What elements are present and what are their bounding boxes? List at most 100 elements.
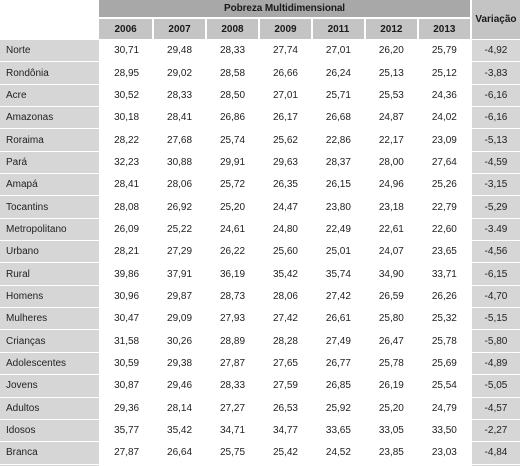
value-cell: 28,14 — [152, 396, 206, 419]
value-cell: 37,91 — [152, 262, 206, 285]
value-cell: 28,41 — [99, 173, 153, 196]
row-label: Metropolitano — [0, 217, 100, 241]
value-cell: 25,60 — [257, 240, 311, 263]
value-cell: 27,49 — [310, 329, 364, 352]
variation-cell: -4,57 — [469, 396, 520, 419]
value-cell: 26,20 — [363, 39, 417, 62]
value-cell: 33,05 — [363, 418, 417, 442]
value-cell: 30,43 — [152, 463, 206, 466]
value-cell: 22,86 — [310, 128, 364, 151]
value-cell: 30,71 — [99, 39, 153, 62]
table-row: Idosos 35,77 35,42 34,71 34,77 33,65 33,05 33,5… — [0, 418, 520, 442]
table-row: Rondônia 28,95 29,02 28,58 26,66 26,24 25,13 25… — [0, 61, 520, 84]
table-row: Homens 30,96 29,87 28,73 28,06 27,42 26,59 26,2… — [0, 284, 520, 308]
value-cell: 23,65 — [416, 240, 470, 263]
value-cell: 26,15 — [310, 173, 364, 196]
variation-cell: -4,89 — [469, 351, 520, 375]
value-cell: 34,71 — [205, 418, 258, 442]
value-cell: 26,92 — [152, 195, 206, 218]
value-cell: 22,61 — [363, 217, 417, 241]
table-row: Crianças 31,58 30,26 28,89 28,28 27,49 26,47 25… — [0, 329, 520, 352]
value-cell: 28,33 — [205, 374, 258, 397]
value-cell: 25,79 — [416, 39, 470, 62]
value-cell: 29,91 — [205, 150, 258, 174]
value-cell: 25,20 — [363, 396, 417, 419]
table-row: Jovens 30,87 29,46 28,33 27,59 26,85 26,19 25,5… — [0, 374, 520, 397]
value-cell: 30,26 — [152, 329, 206, 352]
row-label: Não Branca — [0, 463, 100, 466]
value-cell: 22,49 — [310, 217, 364, 241]
row-label: Norte — [0, 39, 100, 62]
table-row: Acre 30,52 28,33 28,50 27,01 25,71 25,53 24,36-… — [0, 83, 520, 107]
value-cell: 35,74 — [310, 262, 364, 285]
variation-cell: -2,27 — [469, 418, 520, 442]
value-cell: 30,88 — [152, 150, 206, 174]
value-cell: 24,87 — [363, 106, 417, 129]
row-label: Pará — [0, 150, 100, 174]
row-label: Rondônia — [0, 61, 100, 84]
value-cell: 33,71 — [416, 262, 470, 285]
value-cell: 28,37 — [310, 150, 364, 174]
value-cell: 27,59 — [257, 374, 311, 397]
value-cell: 25,12 — [416, 61, 470, 84]
row-label: Idosos — [0, 418, 100, 442]
value-cell: 25,01 — [310, 240, 364, 263]
value-cell: 31,58 — [99, 329, 153, 352]
variation-cell: -5,13 — [469, 128, 520, 151]
value-cell: 26,62 — [416, 463, 470, 466]
value-cell: 27,27 — [205, 396, 258, 419]
year-header: 2011 — [310, 19, 364, 39]
value-cell: 29,09 — [152, 307, 206, 330]
row-label: Urbano — [0, 240, 100, 263]
value-cell: 22,79 — [416, 195, 470, 218]
value-cell: 33,65 — [310, 418, 364, 442]
value-cell: 31,64 — [99, 463, 153, 466]
value-cell: 26,77 — [310, 351, 364, 375]
value-cell: 25,22 — [152, 217, 206, 241]
row-label: Roraima — [0, 128, 100, 151]
value-cell: 26,53 — [257, 396, 311, 419]
year-header: 2006 — [99, 19, 153, 39]
value-cell: 26,22 — [205, 240, 258, 263]
value-cell: 28,22 — [99, 128, 153, 151]
value-cell: 26,61 — [310, 307, 364, 330]
table-row: Roraima 28,22 27,68 25,74 25,62 22,86 22,17 23,… — [0, 128, 520, 151]
row-label: Amapá — [0, 173, 100, 196]
variation-cell: -5,80 — [469, 329, 520, 352]
value-cell: 25,54 — [416, 374, 470, 397]
table-row: Amazonas 30,18 28,41 26,86 26,17 26,68 24,87 24… — [0, 106, 520, 129]
table-body: Norte 30,71 29,48 28,33 27,74 27,01 26,20 25,79… — [0, 39, 520, 466]
value-cell: 25,78 — [363, 351, 417, 375]
table-row: Urbano 28,21 27,29 26,22 25,60 25,01 24,07 23,6… — [0, 240, 520, 263]
value-cell: 35,77 — [99, 418, 153, 442]
table-row: Rural 39,86 37,91 36,19 35,42 35,74 34,90 33,71… — [0, 262, 520, 285]
row-label: Jovens — [0, 374, 100, 397]
value-cell: 28,50 — [205, 83, 258, 107]
value-cell: 24,02 — [416, 106, 470, 129]
value-cell: 32,23 — [99, 150, 153, 174]
value-cell: 23,18 — [363, 195, 417, 218]
row-label: Homens — [0, 284, 100, 308]
value-cell: 29,48 — [152, 39, 206, 62]
value-cell: 22,17 — [363, 128, 417, 151]
value-cell: 25,20 — [205, 195, 258, 218]
value-cell: 27,01 — [257, 83, 311, 107]
value-cell: 26,66 — [257, 61, 311, 84]
value-cell: 34,90 — [363, 262, 417, 285]
row-label: Tocantins — [0, 195, 100, 218]
value-cell: 28,21 — [99, 240, 153, 263]
variation-cell: -4,92 — [469, 39, 520, 62]
value-cell: 28,00 — [363, 150, 417, 174]
value-cell: 22,60 — [416, 217, 470, 241]
value-cell: 25,32 — [416, 307, 470, 330]
value-cell: 28,95 — [99, 61, 153, 84]
value-cell: 30,18 — [99, 106, 153, 129]
value-cell: 28,08 — [99, 195, 153, 218]
value-cell: 29,63 — [257, 150, 311, 174]
value-cell: 25,92 — [310, 396, 364, 419]
value-cell: 25,72 — [205, 173, 258, 196]
year-header: 2008 — [205, 19, 258, 39]
table-row: Adultos 29,36 28,14 27,27 26,53 25,92 25,20 24,… — [0, 396, 520, 419]
value-cell: 25,80 — [363, 307, 417, 330]
year-header: 2012 — [363, 19, 417, 39]
